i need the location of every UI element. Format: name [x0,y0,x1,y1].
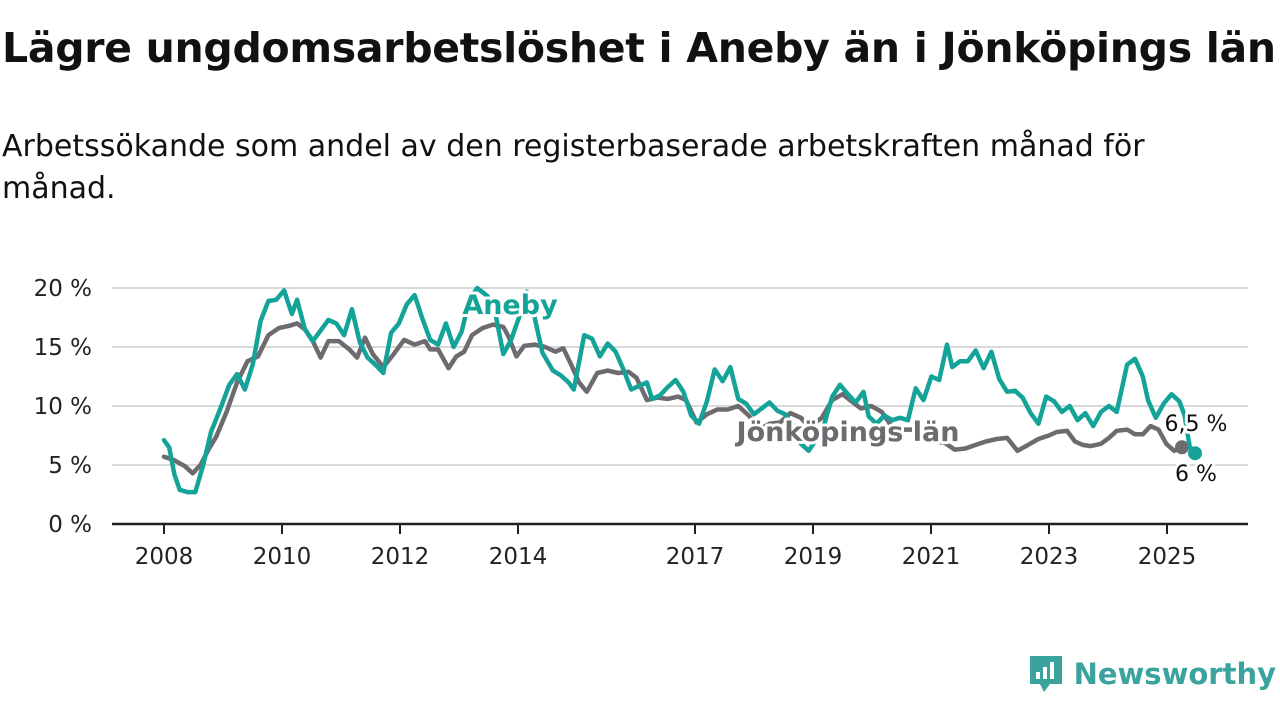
y-tick-label: 0 % [48,512,92,538]
series-line-jonkopings-lan [161,321,1185,476]
y-tick-label: 10 % [34,394,92,420]
y-tick-label: 5 % [48,453,92,479]
brand-name: Newsworthy [1073,657,1276,691]
x-tick-label: 2014 [489,544,548,570]
x-tick-label: 2012 [371,544,430,570]
series-label-jonkopings-lan: Jönköpings län [735,417,960,448]
series-end-point [1188,446,1202,461]
x-tick-label: 2008 [135,544,194,570]
x-tick-label: 2017 [666,544,725,570]
y-axis: 0 % 5 % 10 % 15 % 20 % [34,276,92,538]
x-tick-label: 2021 [902,544,961,570]
end-label-jonkopings-lan: 6,5 % [1165,412,1228,437]
y-tick-label: 20 % [34,276,92,302]
gridlines [112,287,1248,466]
x-tick-label: 2010 [253,544,312,570]
series-labels: Aneby Jönköpings län 6,5 % 6 % [459,287,1230,490]
chart-title: Lägre ungdomsarbetslöshet i Aneby än i J… [2,24,1276,72]
series-line-aneby [161,285,1198,495]
chart-subtitle: Arbetssökande som andel av den registerb… [2,129,1145,206]
newsworthy-logo-icon [1029,656,1062,692]
end-label-aneby: 6 % [1175,462,1217,487]
newsworthy-brand: Newsworthy [1028,654,1276,694]
x-axis: 2008 2010 2012 2014 2017 2019 2021 2023 2025 [112,522,1248,570]
x-tick-label: 2023 [1020,544,1079,570]
series-end-point [1174,440,1189,455]
series-label-aneby: Aneby [462,290,558,321]
x-tick-label: 2025 [1138,544,1197,570]
x-tick-label: 2019 [784,544,843,570]
series-lines [161,285,1202,495]
y-tick-label: 15 % [34,335,92,361]
